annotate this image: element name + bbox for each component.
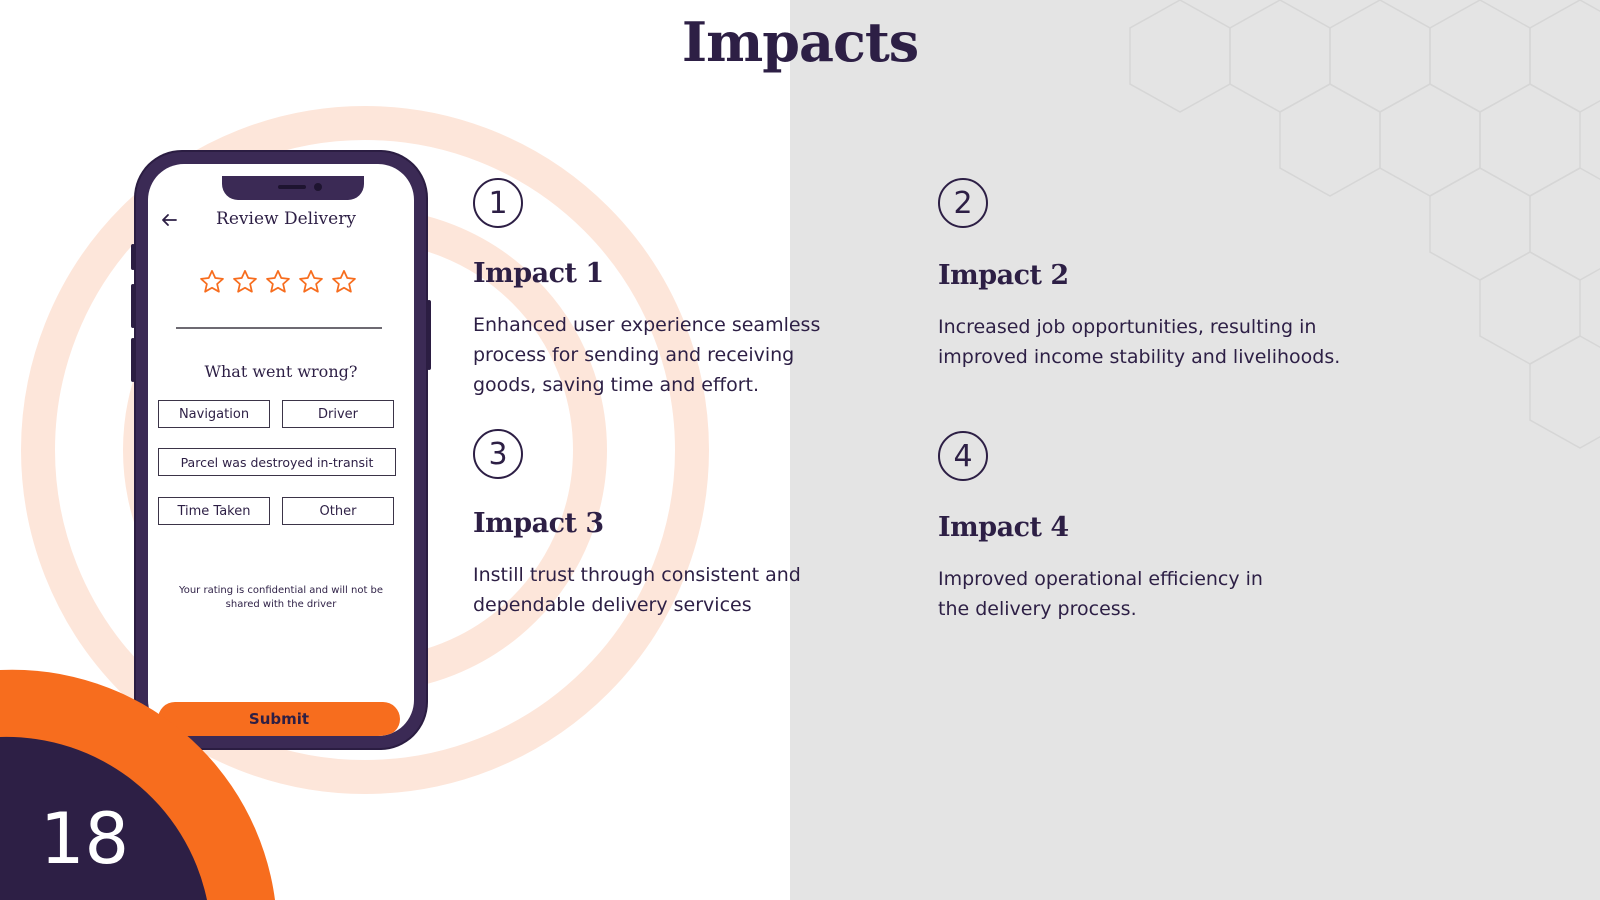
impact-3-heading: Impact 3 <box>473 508 604 539</box>
option-navigation-button[interactable]: Navigation <box>158 400 270 428</box>
impact-2-number-badge: 2 <box>938 178 988 228</box>
submit-button[interactable]: Submit <box>158 702 400 736</box>
impact-4-heading: Impact 4 <box>938 512 1069 543</box>
impact-1-number-badge: 1 <box>473 178 523 228</box>
screen-title: Review Delivery <box>216 209 356 229</box>
divider <box>176 327 382 329</box>
speaker-grille <box>278 185 306 189</box>
phone-screen: Review Delivery What went wrong? Navigat… <box>148 164 414 736</box>
star-rating[interactable] <box>198 268 358 296</box>
impact-4-number-badge: 4 <box>938 431 988 481</box>
star-icon[interactable] <box>198 268 226 296</box>
star-icon[interactable] <box>297 268 325 296</box>
impact-1-text: Enhanced user experience seamless proces… <box>473 314 821 396</box>
impact-2-text: Increased job opportunities, resulting i… <box>938 316 1341 368</box>
impact-3-number-badge: 3 <box>473 429 523 479</box>
phone-volume-down-button <box>131 338 135 382</box>
phone-notch <box>222 176 364 200</box>
confidentiality-note: Your rating is confidential and will not… <box>178 585 384 610</box>
impact-4-text: Improved operational efficiency in the d… <box>938 568 1263 620</box>
camera-icon <box>314 183 322 191</box>
phone-mockup: Review Delivery What went wrong? Navigat… <box>131 152 431 748</box>
star-icon[interactable] <box>264 268 292 296</box>
phone-volume-up-button <box>131 284 135 328</box>
star-icon[interactable] <box>330 268 358 296</box>
hexagon-pattern <box>1129 0 1600 449</box>
impact-3-text: Instill trust through consistent and dep… <box>473 564 801 616</box>
option-driver-button[interactable]: Driver <box>282 400 394 428</box>
option-other-button[interactable]: Other <box>282 497 394 525</box>
right-background-panel <box>790 0 1600 900</box>
question-label: What went wrong? <box>204 362 358 381</box>
star-icon[interactable] <box>231 268 259 296</box>
arrow-left-icon[interactable] <box>160 212 178 228</box>
page-number: 18 <box>40 798 130 880</box>
impact-2-heading: Impact 2 <box>938 260 1069 291</box>
phone-mute-button <box>131 244 135 270</box>
phone-power-button <box>427 300 431 370</box>
slide-title: Impacts <box>681 10 919 74</box>
option-time-taken-button[interactable]: Time Taken <box>158 497 270 525</box>
option-parcel-destroyed-button[interactable]: Parcel was destroyed in-transit <box>158 448 396 476</box>
impact-1-heading: Impact 1 <box>473 258 604 289</box>
